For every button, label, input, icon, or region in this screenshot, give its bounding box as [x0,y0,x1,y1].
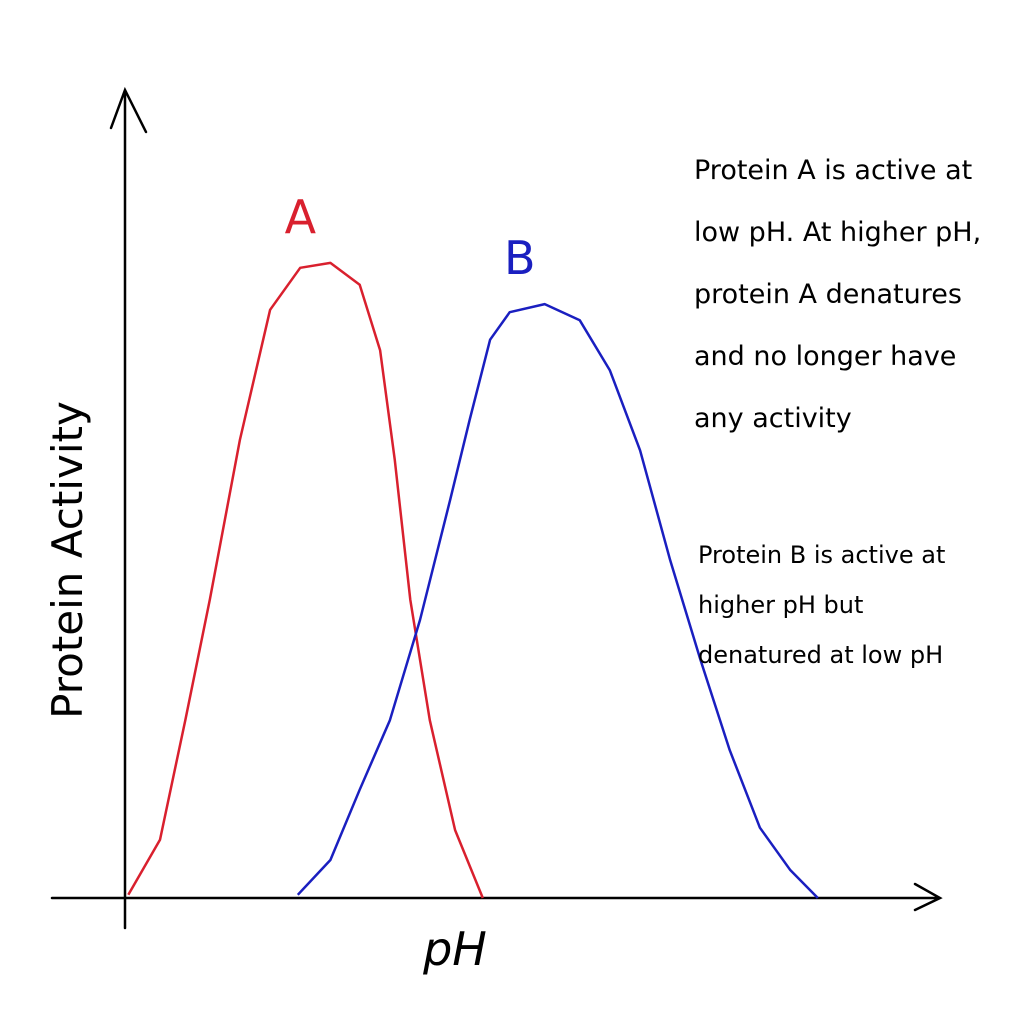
series-label: B [504,231,536,285]
x-axis [50,882,943,912]
data-line [127,261,484,899]
x-axis-label: pH [422,922,487,976]
y-axis [109,86,148,930]
annotation: Protein B is active at higher pH but den… [698,541,946,669]
y-axis-label: Protein Activity [43,401,92,719]
data-line [296,302,819,899]
annotation: Protein A is active at low pH. At higher… [694,155,982,434]
series-label: A [285,190,317,244]
